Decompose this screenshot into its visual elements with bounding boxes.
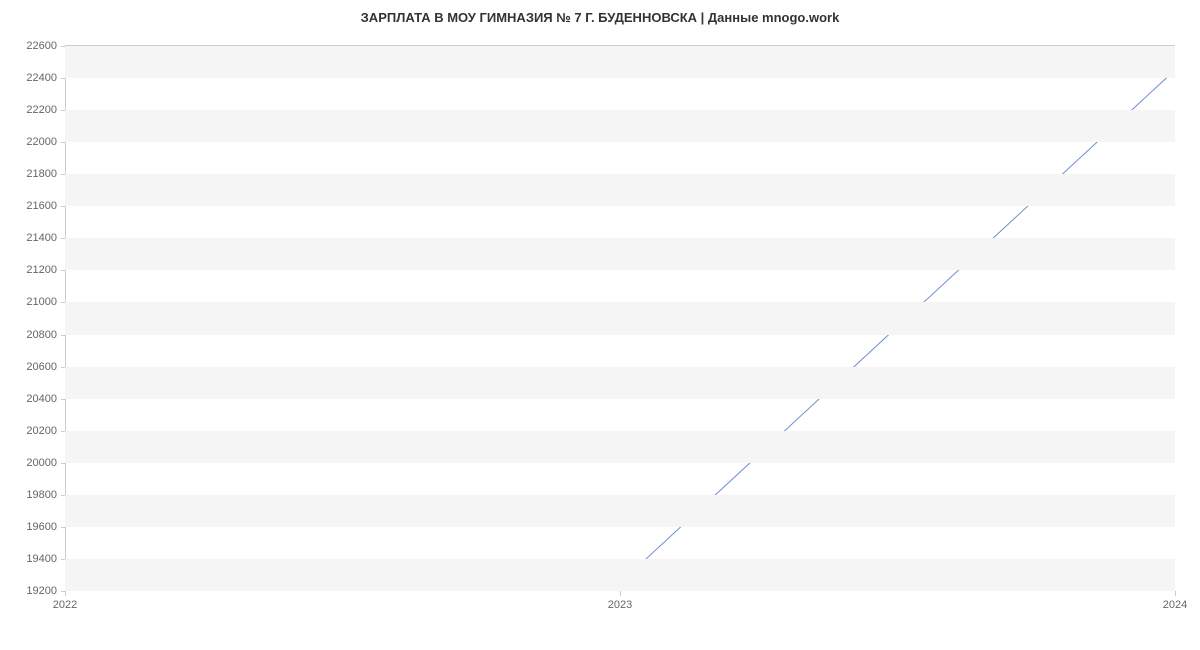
y-tick-label: 22000 xyxy=(26,136,57,148)
y-tick-label: 21600 xyxy=(26,200,57,212)
y-tick-label: 21000 xyxy=(26,296,57,308)
y-tick-label: 20600 xyxy=(26,361,57,373)
y-tick-label: 22600 xyxy=(26,40,57,52)
y-tick-mark xyxy=(61,206,65,207)
y-tick-mark xyxy=(61,495,65,496)
grid-band xyxy=(65,431,1175,463)
y-tick-label: 21800 xyxy=(26,168,57,180)
y-tick-label: 20200 xyxy=(26,425,57,437)
y-tick-mark xyxy=(61,110,65,111)
x-tick-mark xyxy=(620,591,621,596)
y-tick-label: 21200 xyxy=(26,264,57,276)
y-tick-mark xyxy=(61,431,65,432)
x-tick-label: 2022 xyxy=(53,599,77,611)
y-tick-mark xyxy=(61,559,65,560)
y-tick-label: 21400 xyxy=(26,232,57,244)
y-tick-mark xyxy=(61,46,65,47)
grid-band xyxy=(65,495,1175,527)
x-tick-label: 2023 xyxy=(608,599,632,611)
grid-band xyxy=(65,174,1175,206)
y-tick-mark xyxy=(61,270,65,271)
y-tick-label: 22400 xyxy=(26,72,57,84)
grid-band xyxy=(65,238,1175,270)
y-tick-label: 19600 xyxy=(26,521,57,533)
y-tick-mark xyxy=(61,78,65,79)
y-tick-label: 19800 xyxy=(26,489,57,501)
grid-band xyxy=(65,559,1175,591)
y-tick-mark xyxy=(61,174,65,175)
y-tick-mark xyxy=(61,238,65,239)
y-tick-label: 20800 xyxy=(26,329,57,341)
y-tick-mark xyxy=(61,302,65,303)
y-tick-label: 19400 xyxy=(26,553,57,565)
y-tick-label: 19200 xyxy=(26,585,57,597)
y-tick-mark xyxy=(61,335,65,336)
y-tick-mark xyxy=(61,527,65,528)
grid-band xyxy=(65,302,1175,334)
y-tick-label: 20400 xyxy=(26,393,57,405)
chart-container: ЗАРПЛАТА В МОУ ГИМНАЗИЯ № 7 Г. БУДЕННОВС… xyxy=(0,0,1200,650)
x-tick-label: 2024 xyxy=(1163,599,1187,611)
y-tick-label: 22200 xyxy=(26,104,57,116)
grid-band xyxy=(65,367,1175,399)
x-tick-mark xyxy=(65,591,66,596)
y-tick-mark xyxy=(61,367,65,368)
grid-band xyxy=(65,46,1175,78)
plot-area: 1920019400196001980020000202002040020600… xyxy=(65,45,1175,591)
chart-title: ЗАРПЛАТА В МОУ ГИМНАЗИЯ № 7 Г. БУДЕННОВС… xyxy=(0,10,1200,25)
y-tick-mark xyxy=(61,399,65,400)
y-tick-mark xyxy=(61,463,65,464)
y-tick-mark xyxy=(61,142,65,143)
y-tick-label: 20000 xyxy=(26,457,57,469)
grid-band xyxy=(65,110,1175,142)
x-tick-mark xyxy=(1175,591,1176,596)
